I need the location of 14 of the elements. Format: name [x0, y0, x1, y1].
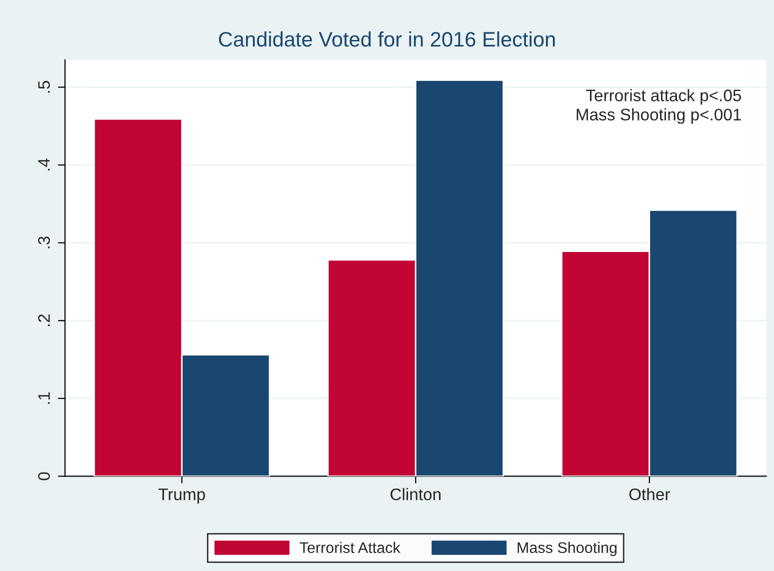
y-tick-label: .2 [38, 314, 50, 326]
legend-label: Terrorist Attack [300, 542, 400, 554]
y-tick-label: .1 [38, 392, 50, 404]
x-tick-label: Trump [158, 488, 205, 504]
x-tick-label: Other [629, 488, 670, 500]
chart-title: Candidate Voted for in 2016 Election [218, 31, 555, 47]
legend-label: Mass Shooting [518, 542, 617, 556]
annotation: Terrorist attack p<.05 [586, 89, 742, 105]
annotation: Mass Shooting p<.001 [576, 108, 741, 124]
y-tick-label: 0 [38, 472, 50, 480]
y-tick-label: .5 [38, 80, 50, 93]
x-tick-label: Clinton [390, 488, 440, 500]
y-tick-label: .4 [38, 158, 50, 170]
y-tick-label: .3 [38, 236, 50, 248]
